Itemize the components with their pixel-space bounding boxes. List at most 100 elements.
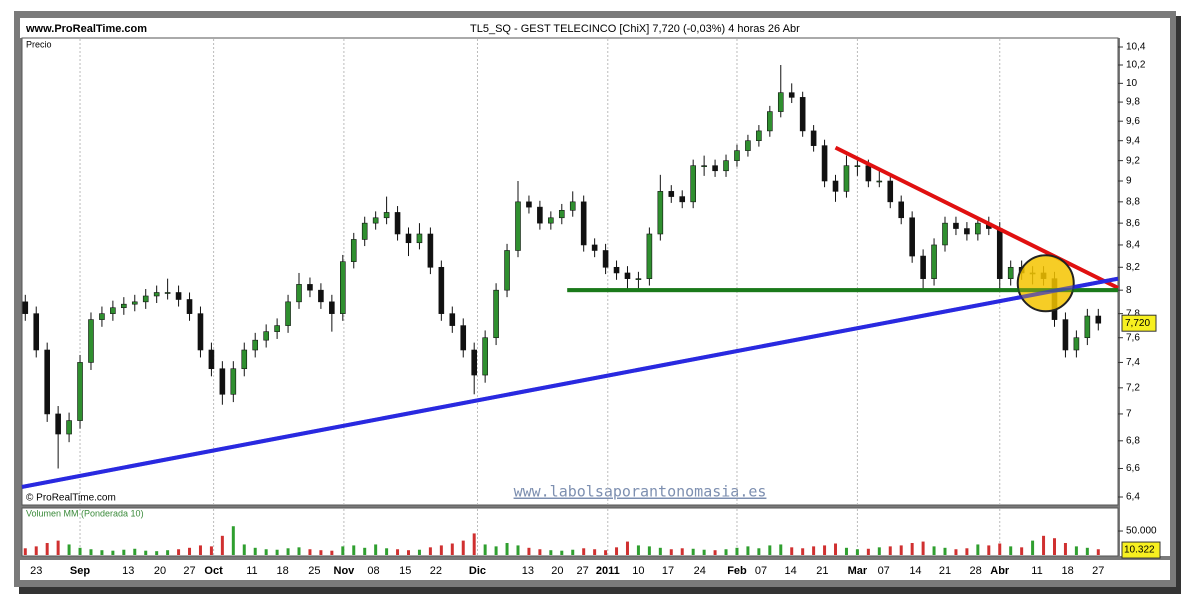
candle-body bbox=[22, 301, 29, 314]
y-label: Precio bbox=[26, 39, 52, 49]
y-tick-label: 9 bbox=[1126, 176, 1132, 187]
candle-body bbox=[843, 165, 850, 192]
candle-body bbox=[318, 289, 324, 303]
y-tick-label: 7,2 bbox=[1126, 382, 1140, 393]
y-tick-label: 10,4 bbox=[1126, 42, 1146, 53]
candle-body bbox=[756, 130, 762, 142]
candle-body bbox=[504, 250, 510, 291]
x-tick-label: 11 bbox=[1031, 565, 1042, 577]
candle-body bbox=[77, 362, 83, 421]
x-tick-label: 10 bbox=[632, 565, 644, 577]
candle-body bbox=[887, 180, 894, 203]
x-tick-label: 22 bbox=[430, 565, 442, 577]
price-panel bbox=[21, 37, 1119, 506]
candle-body bbox=[416, 233, 423, 244]
candle-body bbox=[515, 201, 521, 251]
candle-body bbox=[285, 301, 291, 326]
y-tick-label: 6,6 bbox=[1126, 463, 1140, 474]
candle-body bbox=[471, 349, 477, 376]
candle-body bbox=[153, 292, 160, 297]
candle-body bbox=[208, 349, 215, 370]
candle-body bbox=[657, 191, 664, 235]
candle-body bbox=[602, 250, 609, 268]
candle-body bbox=[799, 97, 806, 132]
x-tick-label: 13 bbox=[122, 565, 134, 577]
candle-body bbox=[438, 266, 445, 314]
chart-title: TL5_SQ - GEST TELECINCO [ChiX] 7,720 (-0… bbox=[470, 23, 800, 35]
candle-body bbox=[361, 222, 368, 240]
y-tick-label: 8,4 bbox=[1126, 240, 1140, 251]
candle-body bbox=[66, 420, 72, 435]
candle-body bbox=[252, 339, 259, 351]
volume-last-box bbox=[1121, 541, 1161, 559]
x-tick-label: 23 bbox=[30, 565, 42, 577]
candle-body bbox=[679, 196, 686, 203]
candle-body bbox=[383, 212, 390, 219]
candle-body bbox=[197, 313, 204, 351]
candle-body bbox=[44, 349, 50, 415]
x-tick-label: 21 bbox=[816, 565, 828, 577]
candle-body bbox=[537, 206, 543, 224]
candle-body bbox=[832, 180, 839, 192]
candle-body bbox=[493, 289, 499, 339]
candle-body bbox=[427, 233, 434, 268]
candle-body bbox=[1007, 266, 1014, 279]
y-tick-label: 10,2 bbox=[1126, 60, 1146, 71]
x-tick-label: Nov bbox=[334, 565, 356, 577]
candle-body bbox=[296, 284, 302, 303]
y-tick-label: 8,8 bbox=[1126, 196, 1140, 207]
y-tick-label: 10 bbox=[1126, 78, 1138, 89]
candle-body bbox=[175, 292, 182, 300]
candle-body bbox=[624, 272, 631, 279]
candle-body bbox=[942, 222, 948, 246]
x-tick-label: 14 bbox=[909, 565, 921, 577]
candle-body bbox=[745, 140, 751, 151]
candle-body bbox=[712, 165, 718, 172]
candle-body bbox=[767, 111, 773, 132]
candle-body bbox=[88, 319, 94, 363]
candle-body bbox=[33, 313, 40, 351]
y-tick-label: 7,6 bbox=[1126, 332, 1140, 343]
candle-body bbox=[394, 212, 401, 235]
candle-body bbox=[668, 191, 675, 197]
candle-body bbox=[777, 92, 784, 112]
trendline-overlay bbox=[21, 276, 1119, 489]
x-tick-label: Mar bbox=[848, 565, 868, 577]
x-tick-label: 20 bbox=[551, 565, 563, 577]
x-tick-label: 27 bbox=[576, 565, 588, 577]
candle-body bbox=[876, 180, 883, 183]
candle-body bbox=[329, 301, 335, 314]
candle-body bbox=[788, 92, 795, 98]
trendline bbox=[834, 145, 1119, 290]
candle-body bbox=[964, 228, 970, 235]
y-tick-label: 6,8 bbox=[1126, 435, 1140, 446]
volume-last-label: 10.322 bbox=[1124, 545, 1155, 556]
candle-body bbox=[821, 145, 828, 182]
candle-body bbox=[372, 217, 379, 224]
volume-label: Volumen MM (Ponderada 10) bbox=[26, 508, 144, 518]
volume-panel bbox=[21, 507, 1119, 557]
y-tick-label: 9,6 bbox=[1126, 116, 1140, 127]
x-tick-label: 25 bbox=[308, 565, 320, 577]
candle-body bbox=[920, 255, 926, 279]
x-tick-label: 15 bbox=[399, 565, 411, 577]
candle-body bbox=[274, 325, 280, 332]
candle-body bbox=[569, 201, 576, 211]
site: www.ProRealTime.com bbox=[25, 23, 147, 35]
x-tick-label: 24 bbox=[694, 565, 706, 577]
x-tick-label: Abr bbox=[990, 565, 1010, 577]
candle-body bbox=[548, 217, 554, 224]
candle-body bbox=[1073, 337, 1080, 351]
candle-body bbox=[953, 222, 959, 229]
x-tick-label: Oct bbox=[204, 565, 223, 577]
y-tick-label: 7,8 bbox=[1126, 308, 1140, 319]
last-price-label: 7,720 bbox=[1125, 318, 1150, 329]
y-tick-label: 7,4 bbox=[1126, 357, 1140, 368]
candle-body bbox=[580, 201, 587, 246]
candle-body bbox=[898, 201, 905, 219]
candle-body bbox=[263, 331, 269, 341]
x-tick-label: 18 bbox=[276, 565, 288, 577]
x-tick-label: Feb bbox=[727, 565, 747, 577]
candle-body bbox=[734, 150, 740, 161]
x-tick-label: 27 bbox=[183, 565, 195, 577]
